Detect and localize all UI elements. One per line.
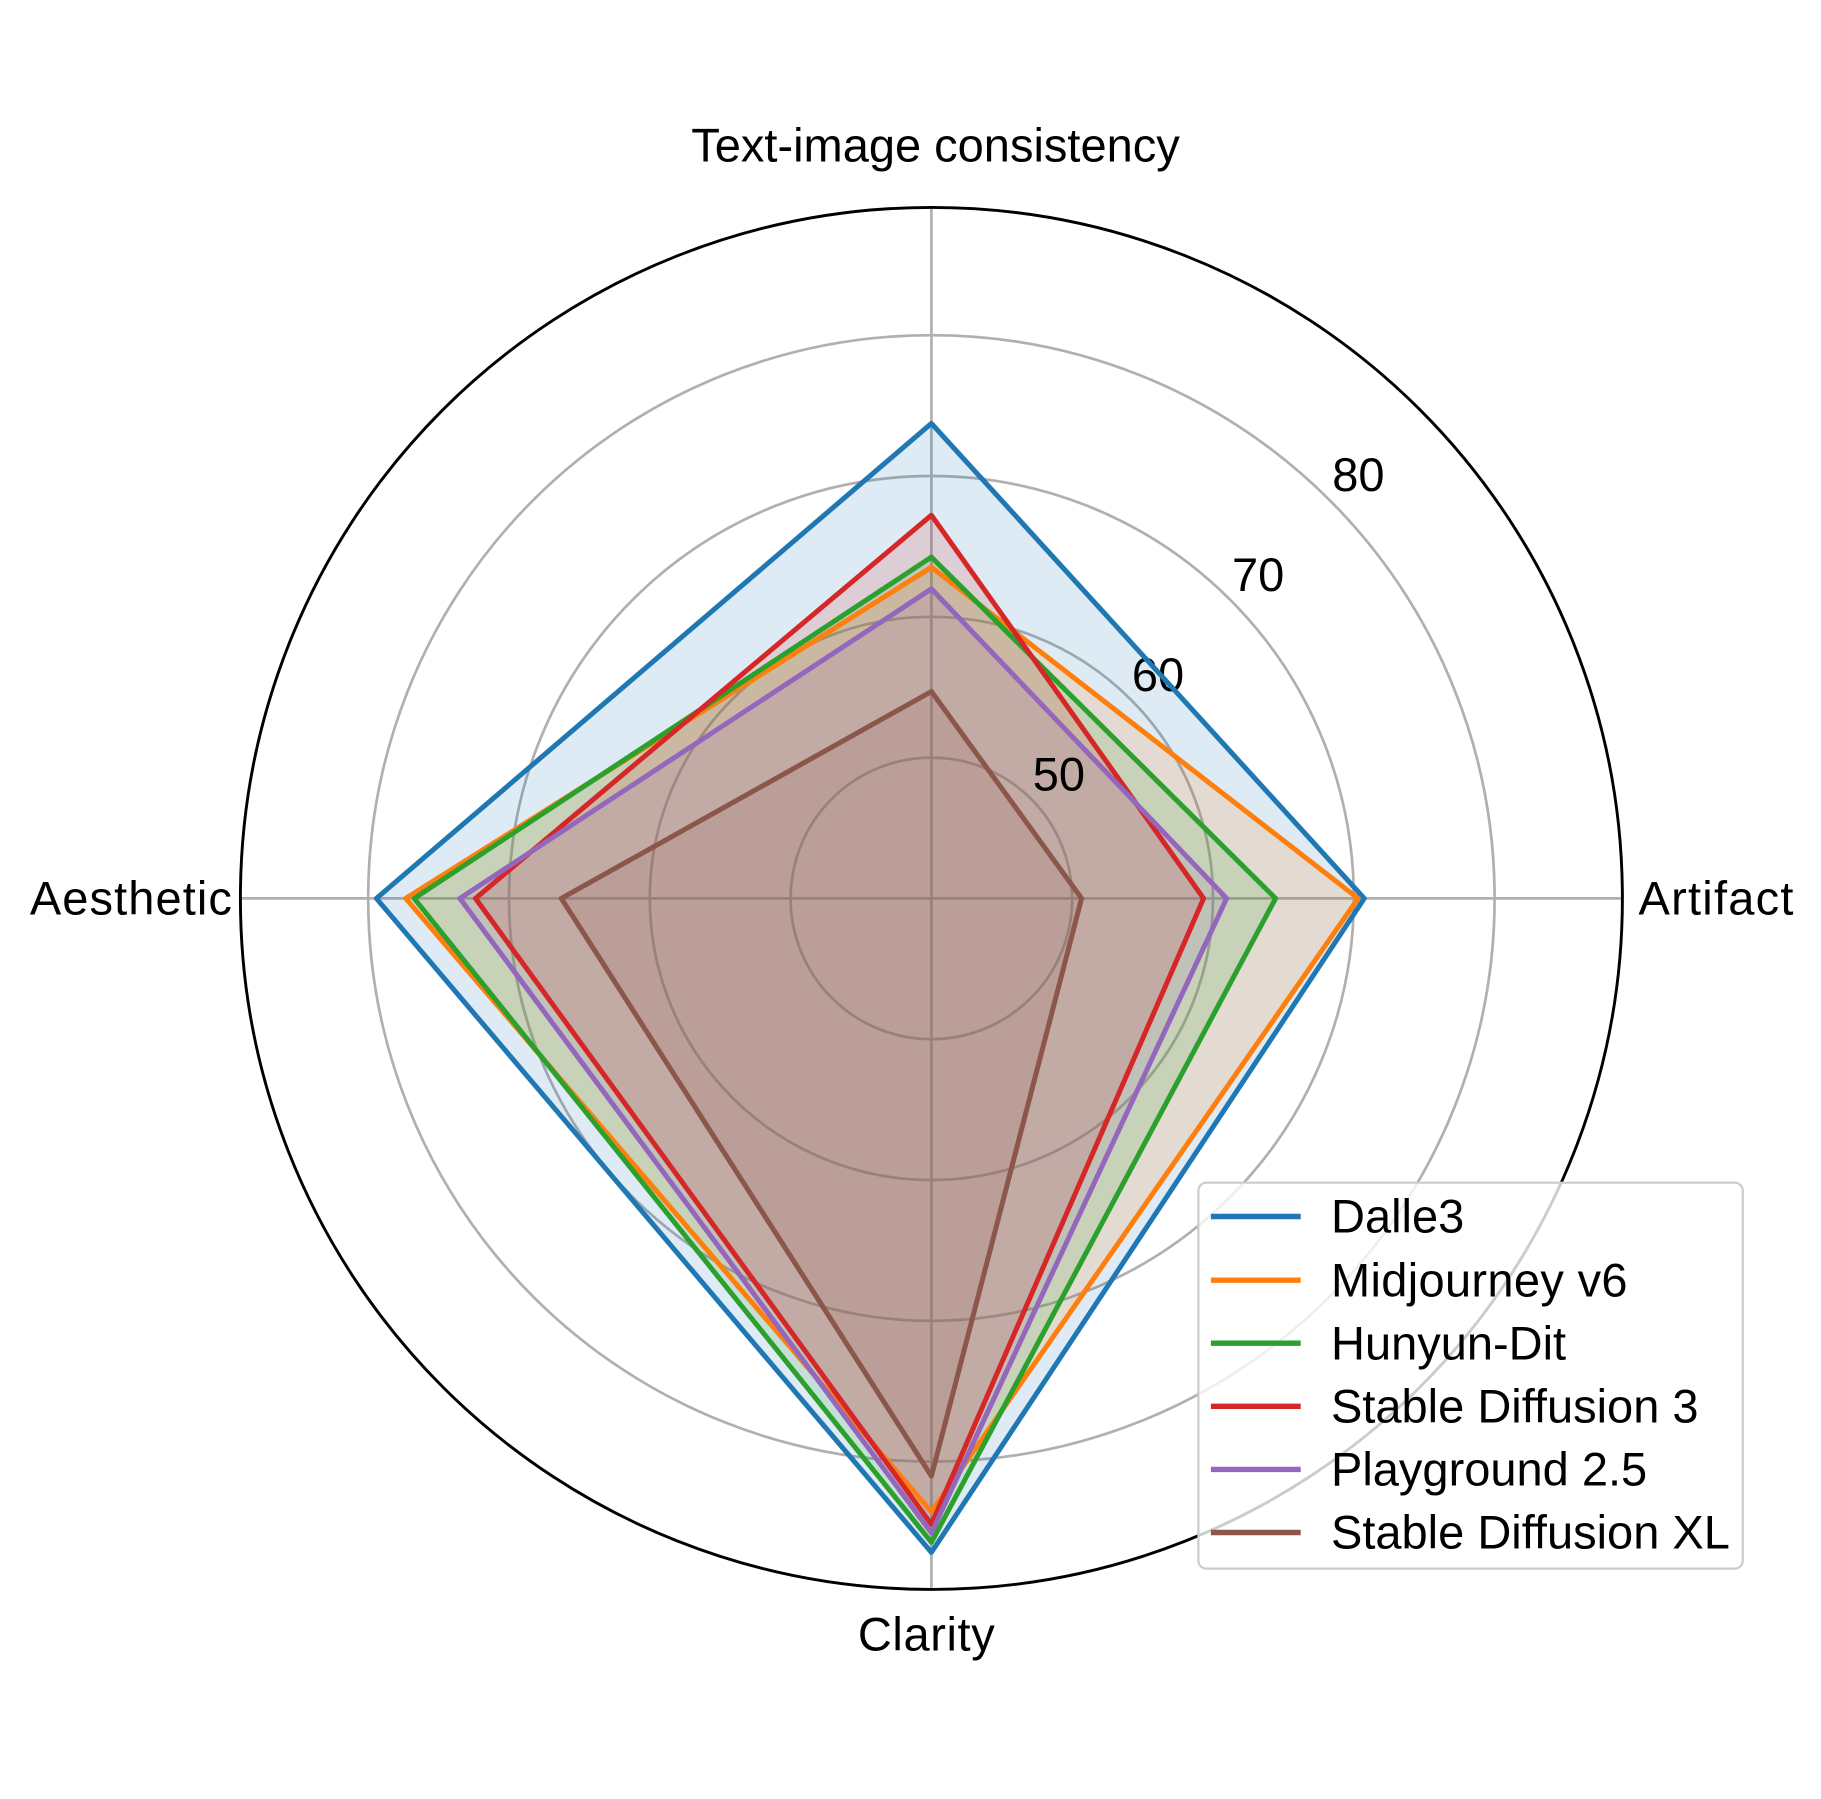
svg-text:Playground 2.5: Playground 2.5 [1331, 1443, 1647, 1496]
svg-text:50: 50 [1033, 748, 1085, 801]
svg-text:Aesthetic: Aesthetic [30, 872, 233, 925]
svg-text:Hunyun-Dit: Hunyun-Dit [1331, 1316, 1566, 1369]
svg-text:Clarity: Clarity [858, 1607, 996, 1660]
svg-text:80: 80 [1332, 448, 1384, 501]
svg-text:Stable Diffusion 3: Stable Diffusion 3 [1331, 1379, 1699, 1432]
svg-text:Artifact: Artifact [1639, 872, 1795, 925]
svg-text:Dalle3: Dalle3 [1331, 1190, 1464, 1243]
svg-text:Midjourney v6: Midjourney v6 [1331, 1253, 1628, 1306]
svg-text:70: 70 [1232, 548, 1284, 601]
svg-text:Stable Diffusion XL: Stable Diffusion XL [1331, 1506, 1730, 1559]
svg-text:Text-image consistency: Text-image consistency [691, 118, 1180, 171]
